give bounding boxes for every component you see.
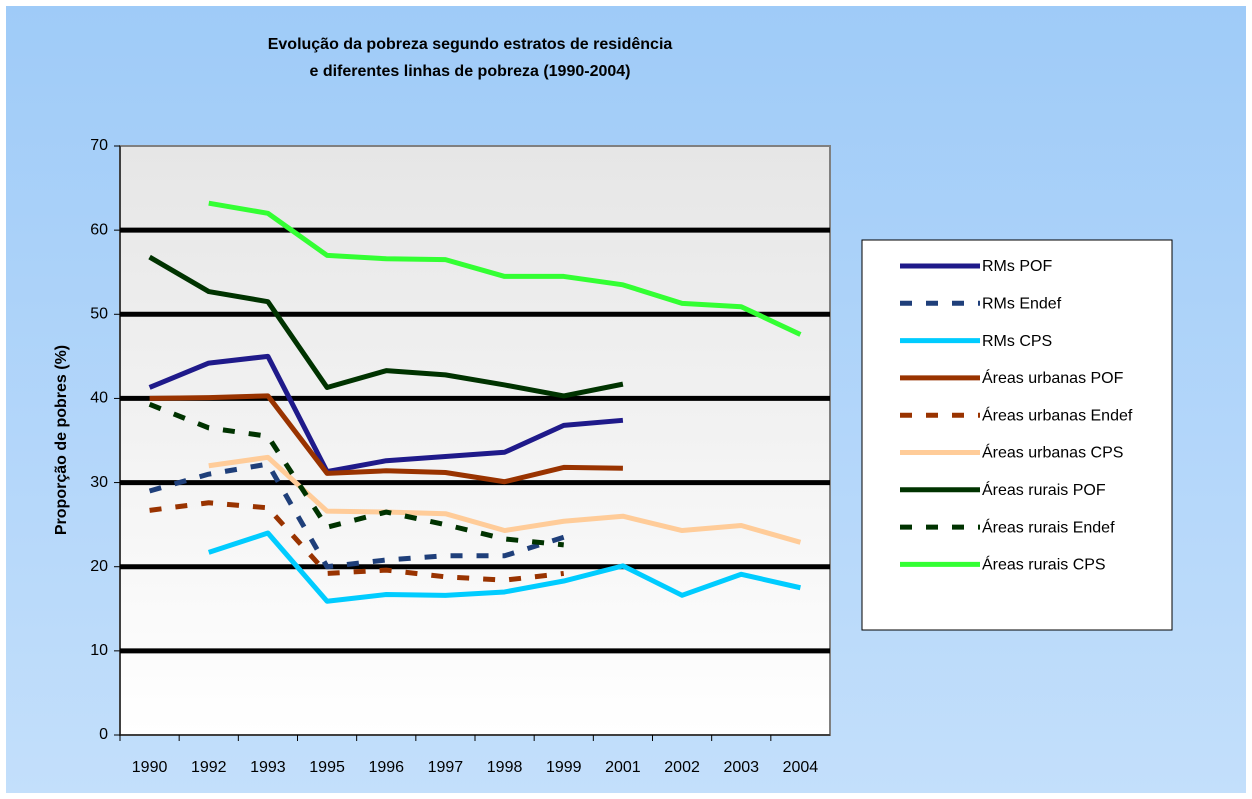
legend-label: Áreas rurais CPS <box>982 555 1106 574</box>
y-tick-label: 0 <box>99 726 108 743</box>
x-tick-label: 1995 <box>309 759 345 776</box>
x-tick-label: 1999 <box>546 759 582 776</box>
y-tick-label: 50 <box>90 306 108 323</box>
y-tick-label: 40 <box>90 390 108 407</box>
series-line <box>208 200 802 337</box>
x-tick-label: 1998 <box>487 759 523 776</box>
x-tick-label: 1996 <box>368 759 404 776</box>
legend-label: Áreas rurais Endef <box>982 517 1115 536</box>
x-tick-label: 1990 <box>132 759 168 776</box>
y-tick-label: 30 <box>90 474 108 491</box>
legend-label: Áreas rurais POF <box>982 480 1106 499</box>
series-line <box>149 393 623 485</box>
legend-label: Áreas urbanas POF <box>982 368 1124 387</box>
x-tick-label: 1993 <box>250 759 286 776</box>
series-line <box>207 530 801 604</box>
series-line <box>148 461 565 570</box>
legend-label: RMs CPS <box>982 333 1052 350</box>
chart-title: e diferentes linhas de pobreza (1990-200… <box>309 63 630 80</box>
legend-label: RMs POF <box>982 258 1052 275</box>
legend-label: Áreas urbanas Endef <box>982 405 1133 424</box>
chart-title: Evolução da pobreza segundo estratos de … <box>268 36 673 53</box>
x-tick-label: 2003 <box>723 759 759 776</box>
legend-label: RMs Endef <box>982 296 1062 313</box>
y-axis-label: Proporção de pobres (%) <box>53 345 70 535</box>
series-line <box>148 401 564 548</box>
x-tick-label: 2004 <box>783 759 819 776</box>
legend-label: Áreas urbanas CPS <box>982 443 1123 462</box>
series-line <box>148 353 624 475</box>
x-tick-label: 1997 <box>428 759 464 776</box>
y-tick-label: 60 <box>90 221 108 238</box>
x-tick-label: 1992 <box>191 759 227 776</box>
y-tick-label: 70 <box>90 137 108 154</box>
series-line <box>149 500 565 583</box>
x-tick-label: 2001 <box>605 759 641 776</box>
plot-area <box>119 145 831 736</box>
series-line <box>148 254 624 399</box>
y-tick-label: 10 <box>90 642 108 659</box>
x-tick-label: 2002 <box>664 759 700 776</box>
y-tick-label: 20 <box>90 558 108 575</box>
